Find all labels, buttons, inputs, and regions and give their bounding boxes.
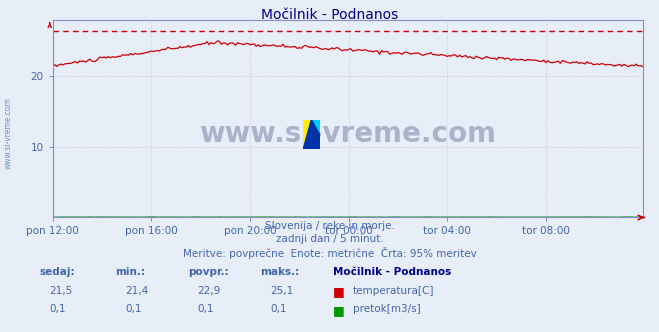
Text: 0,1: 0,1 (125, 304, 142, 314)
Text: 21,5: 21,5 (49, 286, 72, 295)
Text: Močilnik - Podnanos: Močilnik - Podnanos (261, 8, 398, 22)
Text: ■: ■ (333, 304, 345, 317)
Text: min.:: min.: (115, 267, 146, 277)
Text: sedaj:: sedaj: (40, 267, 75, 277)
Text: 0,1: 0,1 (270, 304, 287, 314)
Text: 21,4: 21,4 (125, 286, 148, 295)
Text: 0,1: 0,1 (49, 304, 66, 314)
Text: povpr.:: povpr.: (188, 267, 229, 277)
Polygon shape (303, 120, 312, 149)
Text: ■: ■ (333, 286, 345, 298)
Text: 0,1: 0,1 (198, 304, 214, 314)
Polygon shape (303, 120, 320, 149)
Text: Meritve: povprečne  Enote: metrične  Črta: 95% meritev: Meritve: povprečne Enote: metrične Črta:… (183, 247, 476, 259)
Polygon shape (312, 120, 320, 134)
Text: www.si-vreme.com: www.si-vreme.com (199, 121, 496, 148)
Text: maks.:: maks.: (260, 267, 300, 277)
Text: www.si-vreme.com: www.si-vreme.com (3, 97, 13, 169)
Text: 22,9: 22,9 (198, 286, 221, 295)
Text: zadnji dan / 5 minut.: zadnji dan / 5 minut. (275, 234, 384, 244)
Text: temperatura[C]: temperatura[C] (353, 286, 434, 295)
Text: 25,1: 25,1 (270, 286, 293, 295)
Text: pretok[m3/s]: pretok[m3/s] (353, 304, 420, 314)
Text: Močilnik - Podnanos: Močilnik - Podnanos (333, 267, 451, 277)
Text: Slovenija / reke in morje.: Slovenija / reke in morje. (264, 221, 395, 231)
